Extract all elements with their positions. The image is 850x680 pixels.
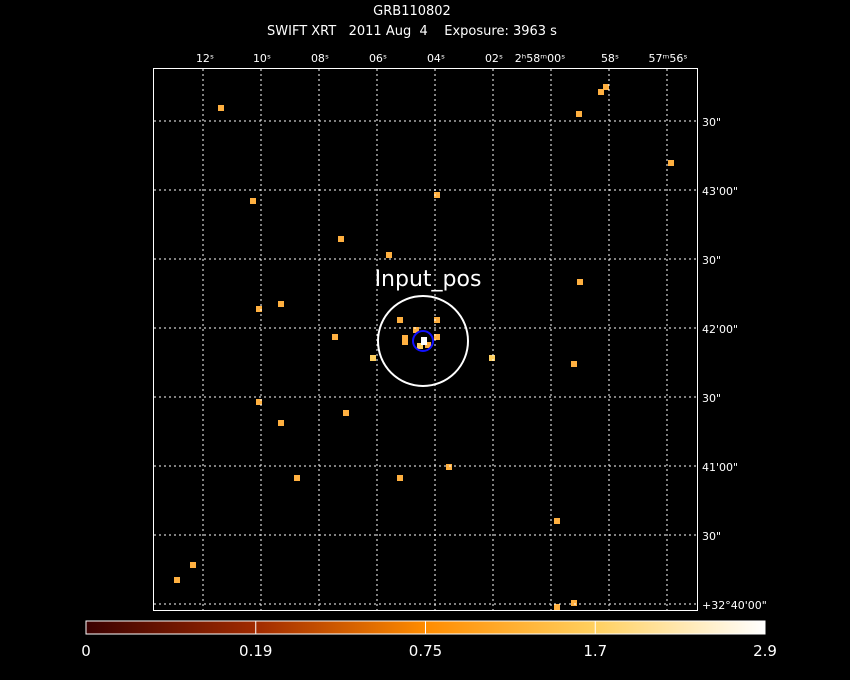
- colorbar-label: 1.7: [583, 642, 607, 660]
- photon-pixel: [250, 198, 256, 204]
- top-tick-label: 57ᵐ56ˢ: [649, 52, 688, 65]
- photon-pixel: [489, 355, 495, 361]
- photon-pixel: [554, 518, 560, 524]
- photon-pixel: [413, 327, 419, 333]
- right-tick-label: 30": [702, 392, 721, 405]
- top-tick-label: 04ˢ: [427, 52, 445, 65]
- photon-pixel: [397, 475, 403, 481]
- photon-pixel: [425, 342, 431, 348]
- photon-pixel: [278, 420, 284, 426]
- title: GRB110802: [373, 4, 451, 19]
- top-tick-label: 58ˢ: [601, 52, 619, 65]
- photon-pixel: [603, 84, 609, 90]
- photon-pixel: [668, 160, 674, 166]
- photon-pixel: [576, 111, 582, 117]
- photon-pixel: [343, 410, 349, 416]
- photon-pixel: [598, 89, 604, 95]
- colorbar-label: 0.75: [409, 642, 442, 660]
- right-tick-label: 30": [702, 530, 721, 543]
- photon-pixel: [190, 562, 196, 568]
- top-tick-label: 06ˢ: [369, 52, 387, 65]
- right-tick-label: 41'00": [702, 461, 738, 474]
- photon-pixel: [256, 399, 262, 405]
- photon-pixel: [417, 343, 423, 349]
- source-circle: [377, 295, 469, 387]
- photon-pixel: [338, 236, 344, 242]
- grid: [154, 69, 697, 610]
- photon-pixel: [256, 306, 262, 312]
- top-tick-label: 08ˢ: [311, 52, 329, 65]
- photon-pixel: [397, 317, 403, 323]
- right-tick-label: 43'00": [702, 185, 738, 198]
- frame: [153, 68, 698, 611]
- photon-pixel: [370, 355, 376, 361]
- photon-pixel: [571, 361, 577, 367]
- top-tick-label: 10ˢ: [253, 52, 271, 65]
- photon-pixel: [294, 475, 300, 481]
- subtitle: SWIFT XRT 2011 Aug 4 Exposure: 3963 s: [267, 24, 557, 39]
- photon-pixel: [332, 334, 338, 340]
- position-circle: [412, 330, 434, 352]
- colorbar-label: 0: [81, 642, 91, 660]
- photon-pixel: [278, 301, 284, 307]
- right-tick-label: 30": [702, 116, 721, 129]
- photon-pixel: [386, 252, 392, 258]
- colorbar-label: 0.19: [239, 642, 272, 660]
- right-tick-label: +32°40'00": [702, 599, 767, 612]
- top-tick-label: 12ˢ: [196, 52, 214, 65]
- photon-pixel: [577, 279, 583, 285]
- photon-pixel: [434, 334, 440, 340]
- photon-pixel: [434, 317, 440, 323]
- photon-pixel: [218, 105, 224, 111]
- right-tick-label: 30": [702, 254, 721, 267]
- photon-pixel: [446, 464, 452, 470]
- photon-pixel: [554, 604, 560, 610]
- top-tick-label: 2ʰ58ᵐ00ˢ: [515, 52, 565, 65]
- photon-pixel: [571, 600, 577, 606]
- right-tick-label: 42'00": [702, 323, 738, 336]
- colorbar-label: 2.9: [753, 642, 777, 660]
- photon-pixel: [402, 335, 408, 341]
- photon-pixel: [421, 337, 427, 345]
- annotation: Input_pos: [375, 267, 482, 292]
- photon-pixel: [434, 192, 440, 198]
- photon-pixel: [174, 577, 180, 583]
- photon-pixels: [174, 84, 674, 610]
- top-tick-label: 02ˢ: [485, 52, 503, 65]
- photon-pixel: [402, 339, 408, 345]
